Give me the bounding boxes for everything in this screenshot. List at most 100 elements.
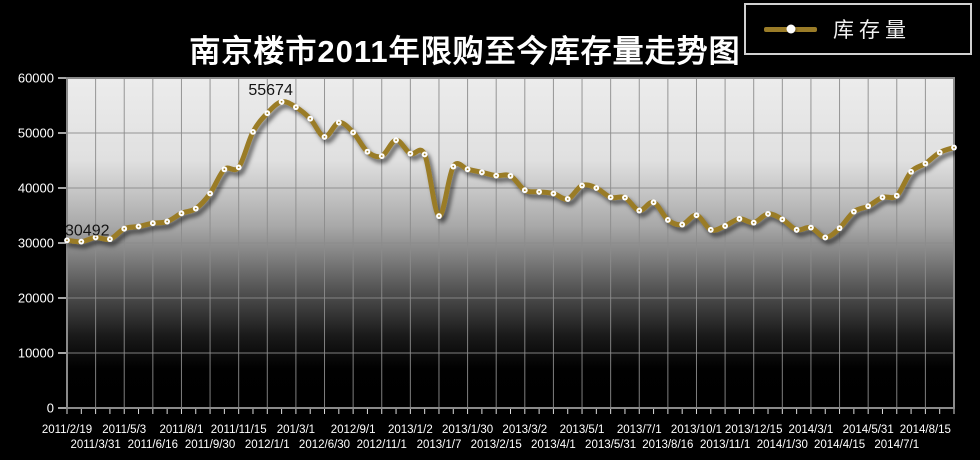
- x-axis-label: 2013/3/2: [502, 424, 547, 436]
- data-point-marker-center: [924, 162, 927, 165]
- data-point-marker-center: [666, 219, 669, 221]
- x-axis-label: 2012/9/1: [331, 424, 376, 436]
- data-point-marker-center: [752, 221, 755, 224]
- x-axis-label: 2014/3/1: [789, 424, 834, 436]
- y-axis-label: 0: [47, 401, 54, 416]
- data-point-marker-center: [495, 174, 498, 177]
- x-axis-label: 2012/6/30: [299, 439, 350, 451]
- y-axis-label: 50000: [18, 126, 54, 141]
- data-point-marker-center: [795, 228, 798, 231]
- data-point-marker-center: [624, 196, 626, 199]
- x-axis-label: 201/3/1: [277, 424, 315, 436]
- data-point-marker-center: [323, 135, 326, 138]
- data-point-marker-center: [137, 225, 140, 228]
- data-point-marker-center: [767, 212, 769, 215]
- data-point-marker-center: [295, 106, 297, 109]
- data-point-marker-center: [953, 146, 955, 149]
- x-axis-label: 2013/4/1: [531, 439, 576, 451]
- data-point-marker-center: [438, 215, 440, 217]
- data-point-marker-center: [109, 238, 111, 241]
- data-point-marker-center: [881, 196, 884, 199]
- data-label: 30492: [65, 222, 110, 239]
- y-axis-label: 10000: [18, 346, 54, 361]
- x-axis-label: 2013/12/15: [725, 424, 783, 436]
- data-point-marker-center: [895, 194, 898, 197]
- data-point-marker-center: [352, 131, 355, 134]
- x-axis-label: 2011/5/3: [102, 424, 146, 436]
- legend-series-label: 库存量: [833, 19, 911, 42]
- data-label: 55674: [248, 82, 293, 99]
- data-point-marker-center: [366, 150, 369, 153]
- x-axis-label: 2013/5/1: [560, 424, 605, 436]
- data-point-marker-center: [452, 165, 455, 168]
- x-axis-label: 2013/2/15: [471, 439, 522, 451]
- data-point-marker-center: [724, 225, 726, 227]
- data-point-marker-center: [566, 198, 569, 200]
- data-point-marker-center: [380, 155, 383, 158]
- data-point-marker-center: [337, 121, 340, 124]
- data-point-marker-center: [151, 222, 154, 225]
- y-axis-label: 20000: [18, 291, 54, 306]
- legend-line-swatch: [764, 24, 817, 34]
- series-line-group: [64, 98, 957, 245]
- x-axis-label: 2014/7/1: [874, 439, 919, 451]
- data-point-marker-center: [252, 131, 254, 133]
- data-point-marker-center: [695, 214, 698, 217]
- y-axis-label: 60000: [18, 71, 54, 86]
- data-point-marker-center: [609, 196, 612, 199]
- data-point-marker-center: [738, 217, 741, 220]
- x-axis-label: 2011/11/15: [211, 424, 267, 436]
- x-axis-label: 2011/9/30: [185, 439, 235, 451]
- x-axis-label: 2013/1/7: [417, 439, 462, 451]
- data-point-marker-center: [209, 192, 211, 195]
- data-point-marker-center: [552, 192, 555, 195]
- data-point-marker-center: [852, 210, 855, 213]
- x-axis-label: 2013/5/31: [585, 439, 636, 451]
- data-point-marker-center: [466, 168, 469, 171]
- data-point-marker-center: [910, 170, 912, 173]
- data-point-marker-center: [237, 166, 240, 169]
- data-point-marker-center: [123, 227, 126, 230]
- x-axis-label: 2013/7/1: [617, 424, 662, 436]
- data-point-marker-center: [523, 189, 526, 192]
- chart-title: 南京楼市2011年限购至今库存量走势图: [189, 34, 741, 69]
- data-point-marker-center: [595, 187, 598, 189]
- data-point-marker-center: [223, 168, 226, 171]
- data-point-marker-center: [409, 152, 412, 155]
- data-point-marker-center: [280, 100, 283, 103]
- x-axis-label: 2013/11/1: [700, 439, 750, 451]
- data-point-marker-center: [266, 112, 269, 115]
- y-axis-label: 30000: [18, 236, 54, 251]
- data-point-marker-center: [166, 220, 169, 223]
- data-point-marker-center: [194, 207, 197, 210]
- data-point-marker-center: [652, 201, 655, 204]
- x-axis-label: 2011/6/16: [128, 439, 178, 451]
- x-axis-label: 2012/11/1: [357, 439, 407, 451]
- data-point-marker-center: [581, 184, 583, 187]
- x-axis-label: 2014/5/31: [843, 424, 894, 436]
- x-axis-label: 2012/1/1: [245, 439, 290, 451]
- x-axis-label: 2013/1/30: [442, 424, 493, 436]
- data-point-marker-center: [66, 239, 68, 242]
- x-axis-label: 2014/4/15: [814, 439, 865, 451]
- data-point-marker-center: [681, 223, 684, 226]
- data-point-marker-center: [781, 218, 784, 221]
- x-axis-label: 2011/2/19: [42, 424, 92, 436]
- data-point-marker-center: [309, 117, 312, 120]
- data-point-marker-center: [824, 236, 827, 239]
- legend-marker-dot: [786, 24, 795, 34]
- data-point-marker-center: [80, 240, 83, 243]
- x-axis-label: 2013/8/16: [642, 439, 693, 451]
- x-axis-label: 2014/8/15: [900, 424, 951, 436]
- x-axis-label: 2011/8/1: [159, 424, 203, 436]
- data-point-marker-center: [638, 209, 641, 212]
- data-point-marker-center: [423, 153, 426, 156]
- data-point-marker-center: [938, 151, 941, 154]
- data-point-marker-center: [480, 171, 483, 174]
- x-axis-label: 2011/3/31: [70, 439, 120, 451]
- x-axis-label: 2013/10/1: [671, 424, 722, 436]
- data-point-marker-center: [538, 190, 541, 193]
- y-axis-label: 40000: [18, 181, 54, 196]
